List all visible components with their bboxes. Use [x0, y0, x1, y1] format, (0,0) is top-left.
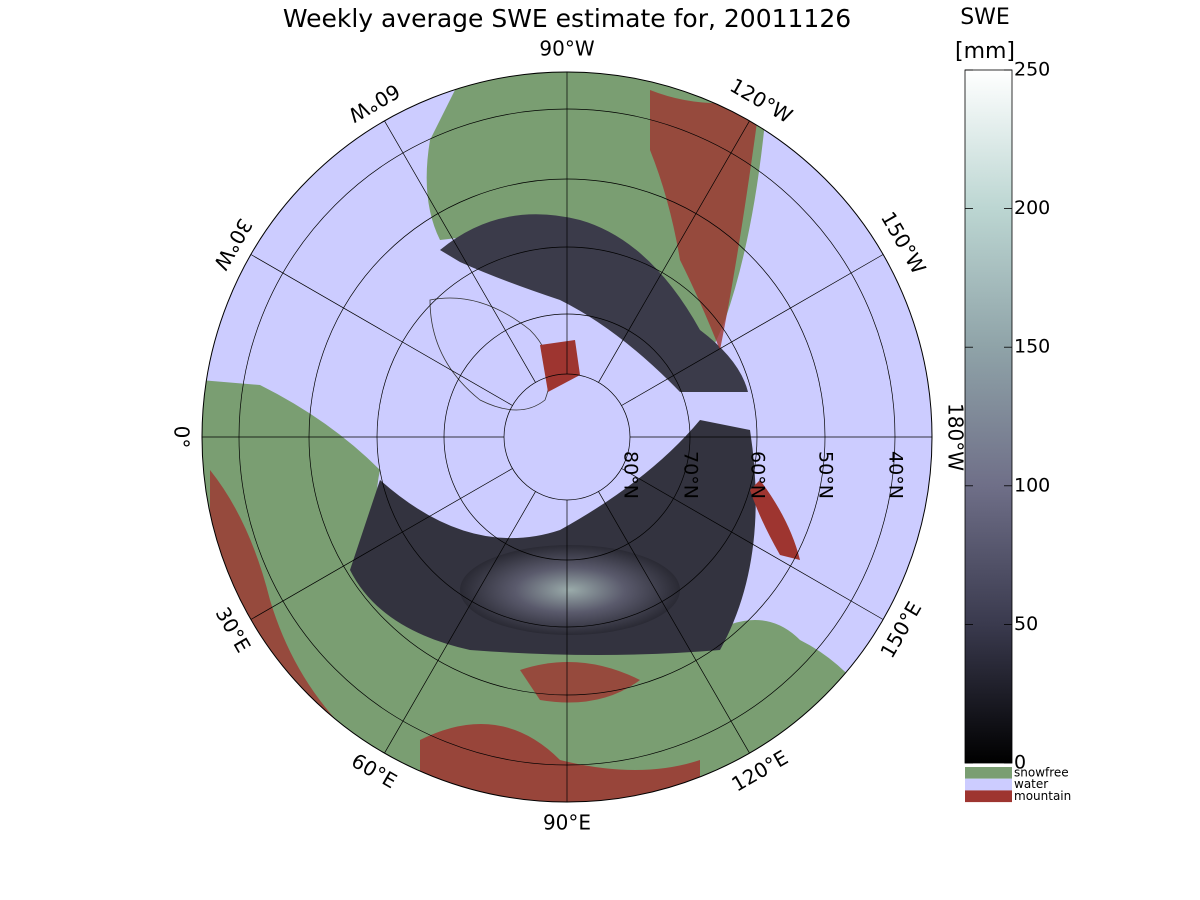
longitude-label: 180°W	[944, 403, 968, 471]
meridian	[250, 254, 513, 406]
latitude-label: 60°N	[747, 451, 769, 499]
colorbar-title: SWE	[960, 5, 1010, 30]
meridian	[598, 491, 750, 754]
colorbar-tick-label: 200	[1014, 197, 1050, 219]
longitude-label: 90°W	[539, 37, 594, 61]
snow-deep	[460, 545, 680, 635]
latitude-label: 70°N	[680, 451, 702, 499]
map-frame	[201, 71, 933, 803]
meridian	[621, 468, 884, 620]
colorbar-tick-label: 50	[1014, 613, 1038, 635]
latitude-label: 40°N	[885, 451, 907, 499]
snow-north-america	[440, 214, 748, 392]
meridian	[598, 120, 750, 383]
legend-swatch	[965, 790, 1012, 803]
latitude-label: 50°N	[815, 451, 837, 499]
colorbar	[964, 69, 1013, 764]
colorbar-tick-label: 150	[1014, 336, 1050, 358]
graticule	[202, 72, 932, 802]
meridian	[384, 120, 536, 383]
map-title: Weekly average SWE estimate for, 2001112…	[283, 4, 851, 33]
colorbar-unit: [mm]	[955, 39, 1015, 64]
meridian	[384, 491, 536, 754]
colorbar-tick-label: 250	[1014, 59, 1050, 81]
meridian	[621, 254, 884, 406]
colorbar-tick-label: 100	[1014, 474, 1050, 496]
legend-label: mountain	[1014, 789, 1071, 803]
latitude-label: 80°N	[620, 451, 642, 499]
legend-swatch	[965, 767, 1012, 779]
legend-swatch	[965, 778, 1012, 791]
colorbar-tick-label: 0	[1014, 752, 1026, 774]
longitude-label: 0°	[170, 426, 194, 449]
legend-label: snowfree	[1014, 766, 1069, 780]
greenland	[429, 297, 551, 411]
longitude-label: 90°E	[543, 811, 591, 835]
legend-label: water	[1014, 777, 1048, 791]
eurasia	[202, 380, 870, 802]
meridian	[250, 468, 513, 620]
